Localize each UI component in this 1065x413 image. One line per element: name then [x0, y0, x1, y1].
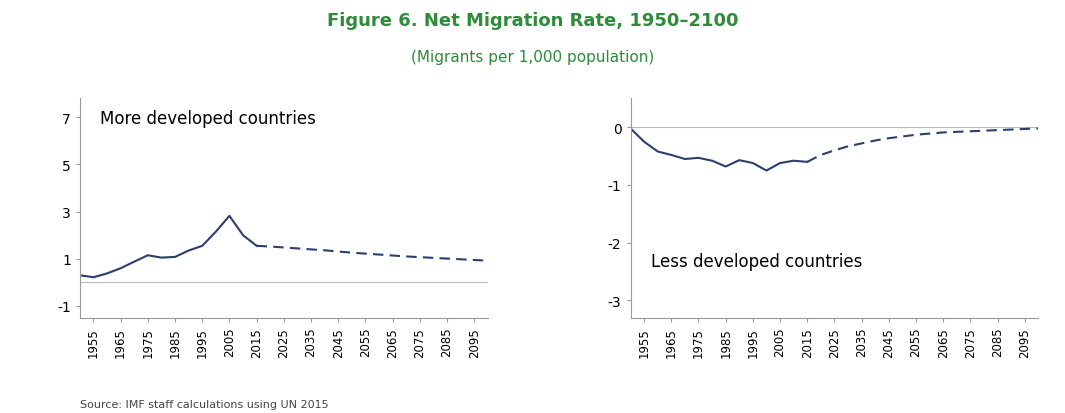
Text: Figure 6. Net Migration Rate, 1950–2100: Figure 6. Net Migration Rate, 1950–2100 — [327, 12, 738, 30]
Text: Source: IMF staff calculations using UN 2015: Source: IMF staff calculations using UN … — [80, 399, 328, 409]
Text: More developed countries: More developed countries — [100, 110, 316, 128]
Text: Less developed countries: Less developed countries — [651, 252, 863, 270]
Text: (Migrants per 1,000 population): (Migrants per 1,000 population) — [411, 50, 654, 64]
